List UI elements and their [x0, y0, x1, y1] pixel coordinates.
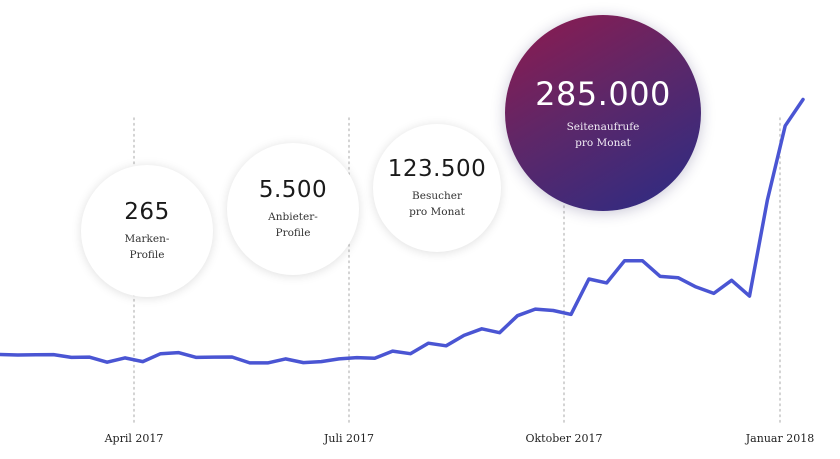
stat-value: 285.000 [535, 74, 671, 113]
x-tick-label-januar-2018: Januar 2018 [745, 432, 815, 445]
x-tick-label-april-2017: April 2017 [104, 432, 164, 445]
stat-caption: Seitenaufrufe pro Monat [566, 120, 640, 149]
stat-caption: Marken- Profile [124, 232, 170, 261]
stat-caption: Anbieter- Profile [268, 210, 318, 239]
series-line [0, 97, 805, 365]
x-tick-label-oktober-2017: Oktober 2017 [525, 432, 603, 445]
x-tick-label-juli-2017: Juli 2017 [323, 432, 375, 445]
stat-value: 123.500 [387, 155, 487, 182]
stat-value: 5.500 [258, 176, 328, 203]
stat-caption: Besucher pro Monat [409, 189, 465, 218]
stat-circle-vendor-profiles: 5.500 Anbieter- Profile [227, 143, 359, 275]
stat-value: 265 [124, 198, 170, 225]
stat-circle-visitors: 123.500 Besucher pro Monat [373, 124, 501, 252]
stat-circle-brand-profiles: 265 Marken- Profile [81, 165, 213, 297]
stat-circle-page-views: 285.000 Seitenaufrufe pro Monat [505, 15, 701, 211]
